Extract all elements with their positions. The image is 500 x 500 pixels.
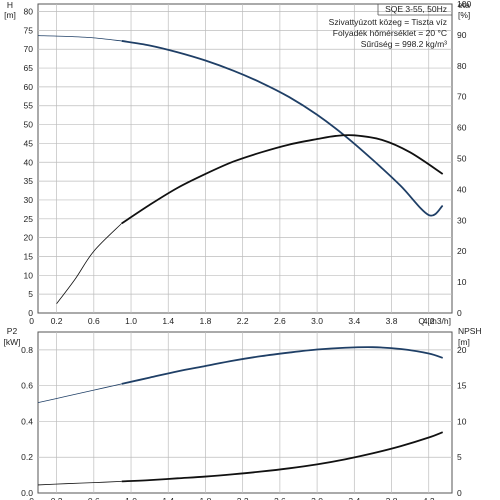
y-right-axis-unit: [%] [458,10,470,20]
y-left-tick-label: 0.2 [21,452,33,462]
y-right-tick-label: 70 [457,92,467,102]
y-right-tick-label: 20 [457,345,467,355]
y-right-tick-label: 10 [457,277,467,287]
series-0-thin-segment [37,383,122,404]
x-tick-label: 4.2 [423,316,435,326]
y-right-tick-label: 0 [457,308,462,318]
y-left-tick-label: 60 [24,82,34,92]
y-left-tick-label: 35 [24,176,34,186]
y-left-tick-label: 80 [24,7,34,17]
chart-annotation: Sűrűség = 998.2 kg/m³ [361,39,447,49]
plot-frame [37,3,453,314]
x-tick-label: 3.4 [348,496,360,500]
y-left-tick-label: 0 [28,308,33,318]
y-right-tick-label: 100 [457,0,471,9]
x-tick-label: 1.4 [162,316,174,326]
x-tick-label: 1.8 [200,496,212,500]
head-efficiency-chart: 0 0.2 0.6 1.0 1.4 1.8 2.2 2.6 3.0 3.4 3.8 4.2 0 5 10 15… [4,0,471,326]
y-left-tick-label: 5 [28,289,33,299]
x-tick-label: 0 [29,316,34,326]
y-left-axis-unit: [m] [4,10,16,20]
x-tick-label: 3.8 [386,496,398,500]
y-left-axis-label: H [7,0,13,10]
y-left-axis-unit: [kW] [4,337,21,347]
y-right-tick-label: 40 [457,184,467,194]
y-left-tick-label: 25 [24,214,34,224]
x-tick-label: 3.0 [311,496,323,500]
x-tick-label: 0.2 [51,316,63,326]
series-1-thin-segment [56,223,123,304]
x-tick-label: 0.6 [88,316,100,326]
y-right-axis-label: NPSH [458,326,482,336]
chart-title: SQE 3-55, 50Hz [385,4,447,14]
series-0-thin-segment [37,35,122,42]
y-left-tick-label: 65 [24,63,34,73]
y-left-axis-label: P2 [7,326,18,336]
y-right-tick-label: 10 [457,416,467,426]
x-tick-label: 1.8 [200,316,212,326]
plot-frame [37,331,453,494]
y-left-tick-label: 30 [24,195,34,205]
y-left-tick-label: 40 [24,157,34,167]
power-npsh-chart: 0 0.2 0.6 1.0 1.4 1.8 2.2 2.6 3.0 3.4 3.8 4.2 0.0 0.2… [4,326,482,500]
x-tick-label: 3.8 [386,316,398,326]
x-tick-label: 2.2 [237,496,249,500]
x-tick-label: 0.6 [88,496,100,500]
y-right-tick-label: 80 [457,61,467,71]
y-left-tick-label: 50 [24,120,34,130]
y-right-axis-unit: [m] [458,337,470,347]
y-right-tick-label: 20 [457,246,467,256]
chart-annotation: Folyadék hőmérséklet = 20 °C [333,28,447,38]
y-left-tick-label: 10 [24,270,34,280]
series-0-line [121,346,443,385]
series-1-thin-segment [37,480,122,486]
x-tick-label: 2.6 [274,316,286,326]
y-right-tick-label: 5 [457,452,462,462]
y-left-tick-label: 75 [24,25,34,35]
y-right-tick-label: 15 [457,381,467,391]
x-tick-label: 1.4 [162,496,174,500]
y-left-tick-label: 15 [24,251,34,261]
y-right-tick-label: 60 [457,123,467,133]
y-right-tick-label: 30 [457,215,467,225]
x-tick-label: 0.2 [51,496,63,500]
y-left-tick-label: 20 [24,233,34,243]
x-tick-label: 3.4 [348,316,360,326]
y-right-tick-label: 0 [457,488,462,498]
x-tick-label: 1.0 [125,496,137,500]
y-right-tick-label: 50 [457,154,467,164]
y-right-axis-label: eta [458,0,470,10]
series-1-line [121,431,444,483]
y-left-tick-label: 0.0 [21,488,33,498]
x-tick-label: 4.2 [423,496,435,500]
y-left-tick-label: 0.8 [21,345,33,355]
x-tick-label: 2.6 [274,496,286,500]
y-left-tick-label: 55 [24,101,34,111]
y-left-tick-label: 70 [24,44,34,54]
x-axis-label: Q [m3/h] [418,316,451,326]
chart-annotation: Szivattyúzott közeg = Tiszta víz [329,17,447,27]
y-left-tick-label: 45 [24,138,34,148]
series-0-line [121,40,444,217]
y-right-tick-label: 90 [457,30,467,40]
y-left-tick-label: 0.6 [21,381,33,391]
x-tick-label: 1.0 [125,316,137,326]
series-1-line [121,134,444,225]
y-left-tick-label: 0.4 [21,416,33,426]
x-tick-label: 3.0 [311,316,323,326]
x-tick-label: 0 [29,496,34,500]
x-tick-label: 2.2 [237,316,249,326]
